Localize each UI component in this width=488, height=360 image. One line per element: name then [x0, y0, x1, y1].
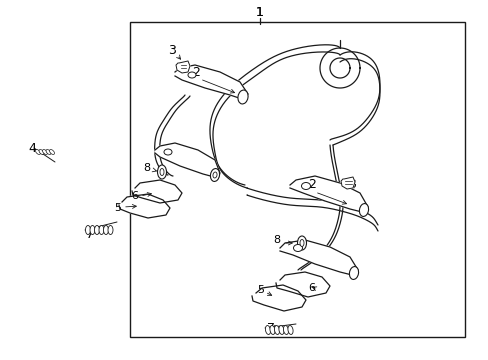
Bar — [130, 22, 464, 337]
Ellipse shape — [85, 225, 90, 234]
Polygon shape — [155, 143, 220, 178]
Polygon shape — [176, 61, 190, 73]
Text: 5: 5 — [114, 203, 121, 213]
Ellipse shape — [359, 203, 368, 216]
Polygon shape — [132, 180, 182, 203]
Text: 7: 7 — [266, 321, 274, 334]
Ellipse shape — [293, 244, 302, 252]
Text: 3: 3 — [168, 44, 176, 57]
Ellipse shape — [210, 168, 219, 181]
Ellipse shape — [283, 325, 288, 334]
Text: 1: 1 — [256, 5, 264, 18]
Ellipse shape — [103, 225, 108, 234]
Text: 6: 6 — [308, 283, 315, 293]
Polygon shape — [175, 65, 247, 100]
Ellipse shape — [157, 165, 166, 179]
Ellipse shape — [163, 149, 172, 155]
Ellipse shape — [349, 266, 358, 279]
Text: 7: 7 — [86, 229, 94, 242]
Ellipse shape — [99, 225, 104, 234]
Ellipse shape — [238, 90, 247, 104]
Polygon shape — [319, 48, 359, 88]
Ellipse shape — [213, 172, 217, 178]
Text: 3: 3 — [347, 179, 355, 192]
Ellipse shape — [42, 149, 47, 154]
Ellipse shape — [90, 225, 95, 234]
Ellipse shape — [36, 149, 41, 154]
Ellipse shape — [287, 325, 292, 334]
Text: 8: 8 — [273, 235, 280, 245]
Ellipse shape — [278, 325, 284, 334]
Ellipse shape — [160, 168, 163, 175]
Text: 4: 4 — [28, 141, 36, 154]
Ellipse shape — [274, 325, 279, 334]
Ellipse shape — [46, 149, 51, 154]
Ellipse shape — [187, 72, 196, 78]
Text: 6: 6 — [131, 191, 138, 201]
Text: 2: 2 — [307, 179, 315, 192]
Polygon shape — [280, 240, 357, 276]
Ellipse shape — [39, 149, 44, 154]
Text: 2: 2 — [192, 67, 200, 80]
Ellipse shape — [108, 225, 113, 234]
Ellipse shape — [49, 149, 54, 154]
Text: 5: 5 — [257, 285, 264, 295]
Ellipse shape — [299, 239, 304, 247]
Ellipse shape — [94, 225, 99, 234]
Polygon shape — [251, 285, 305, 311]
Text: 8: 8 — [143, 163, 150, 173]
Polygon shape — [119, 194, 170, 218]
Polygon shape — [329, 58, 349, 78]
Polygon shape — [289, 176, 367, 213]
Text: 1: 1 — [256, 5, 264, 18]
Ellipse shape — [269, 325, 275, 334]
Ellipse shape — [265, 325, 270, 334]
Ellipse shape — [297, 236, 306, 250]
Polygon shape — [340, 177, 354, 189]
Polygon shape — [275, 272, 329, 297]
Ellipse shape — [301, 183, 310, 189]
